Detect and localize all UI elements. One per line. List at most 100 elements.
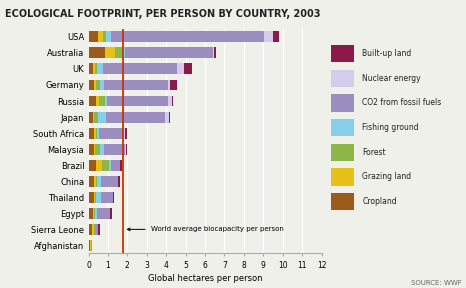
Bar: [97, 176, 101, 187]
Bar: [95, 63, 97, 74]
Bar: [264, 31, 273, 42]
Bar: [89, 192, 94, 203]
Bar: [170, 79, 177, 90]
Bar: [96, 192, 101, 203]
Bar: [115, 48, 122, 58]
FancyBboxPatch shape: [331, 94, 354, 111]
Text: Grazing land: Grazing land: [362, 173, 411, 181]
Bar: [96, 79, 100, 90]
Bar: [92, 224, 94, 235]
Bar: [96, 176, 97, 187]
Bar: [109, 160, 111, 171]
Bar: [107, 96, 168, 107]
Bar: [125, 128, 127, 139]
Bar: [184, 63, 192, 74]
Bar: [93, 111, 94, 122]
Bar: [169, 111, 171, 122]
Bar: [94, 111, 98, 122]
Bar: [99, 128, 124, 139]
Bar: [177, 63, 184, 74]
Bar: [168, 96, 172, 107]
Bar: [106, 111, 164, 122]
Bar: [95, 208, 97, 219]
Bar: [273, 31, 279, 42]
Bar: [126, 144, 127, 155]
Bar: [94, 144, 95, 155]
Bar: [104, 144, 125, 155]
Text: ECOLOGICAL FOOTPRINT, PER PERSON BY COUNTRY, 2003: ECOLOGICAL FOOTPRINT, PER PERSON BY COUN…: [5, 9, 320, 19]
Text: Forest: Forest: [362, 148, 386, 157]
FancyBboxPatch shape: [331, 70, 354, 87]
Bar: [98, 31, 103, 42]
Bar: [103, 79, 168, 90]
Bar: [89, 240, 90, 251]
Bar: [172, 96, 173, 107]
Bar: [96, 96, 99, 107]
Bar: [113, 192, 114, 203]
Bar: [103, 63, 177, 74]
Bar: [96, 128, 97, 139]
Text: Fishing ground: Fishing ground: [362, 123, 419, 132]
Bar: [94, 79, 96, 90]
Bar: [214, 48, 216, 58]
Bar: [89, 48, 105, 58]
Bar: [168, 79, 170, 90]
Bar: [164, 111, 169, 122]
Bar: [125, 48, 213, 58]
Bar: [105, 96, 107, 107]
Bar: [89, 96, 96, 107]
FancyBboxPatch shape: [331, 168, 354, 186]
Bar: [101, 192, 113, 203]
Bar: [89, 31, 98, 42]
FancyBboxPatch shape: [331, 144, 354, 161]
Bar: [93, 208, 94, 219]
Bar: [118, 176, 120, 187]
Text: Cropland: Cropland: [362, 197, 397, 206]
Text: Nuclear energy: Nuclear energy: [362, 74, 421, 83]
Bar: [122, 48, 125, 58]
Bar: [89, 208, 93, 219]
FancyBboxPatch shape: [331, 193, 354, 210]
Bar: [106, 31, 111, 42]
Bar: [89, 160, 96, 171]
Bar: [97, 63, 103, 74]
Bar: [95, 192, 96, 203]
Text: SOURCE: WWF: SOURCE: WWF: [411, 280, 461, 286]
Bar: [93, 63, 95, 74]
Bar: [94, 224, 96, 235]
Bar: [94, 176, 96, 187]
Text: World average biocapacity per person: World average biocapacity per person: [127, 226, 283, 232]
Bar: [94, 192, 95, 203]
Bar: [95, 144, 100, 155]
X-axis label: Global hectares per person: Global hectares per person: [148, 274, 262, 283]
Bar: [111, 31, 264, 42]
FancyBboxPatch shape: [331, 119, 354, 136]
Bar: [96, 160, 102, 171]
Bar: [101, 176, 118, 187]
Bar: [89, 144, 94, 155]
Bar: [97, 128, 99, 139]
Bar: [91, 240, 92, 251]
Bar: [89, 128, 94, 139]
Bar: [94, 128, 96, 139]
FancyBboxPatch shape: [331, 45, 354, 62]
Bar: [97, 208, 110, 219]
Bar: [98, 224, 100, 235]
Bar: [100, 144, 104, 155]
Bar: [89, 111, 93, 122]
Bar: [105, 48, 115, 58]
Bar: [213, 48, 214, 58]
Bar: [89, 176, 94, 187]
Bar: [89, 63, 93, 74]
Bar: [96, 224, 98, 235]
Bar: [100, 79, 103, 90]
Text: Built-up land: Built-up land: [362, 49, 411, 58]
Bar: [110, 208, 112, 219]
Bar: [89, 224, 92, 235]
Bar: [103, 31, 106, 42]
Bar: [99, 96, 105, 107]
Bar: [98, 111, 106, 122]
Bar: [94, 208, 95, 219]
Bar: [102, 160, 109, 171]
Bar: [120, 160, 122, 171]
